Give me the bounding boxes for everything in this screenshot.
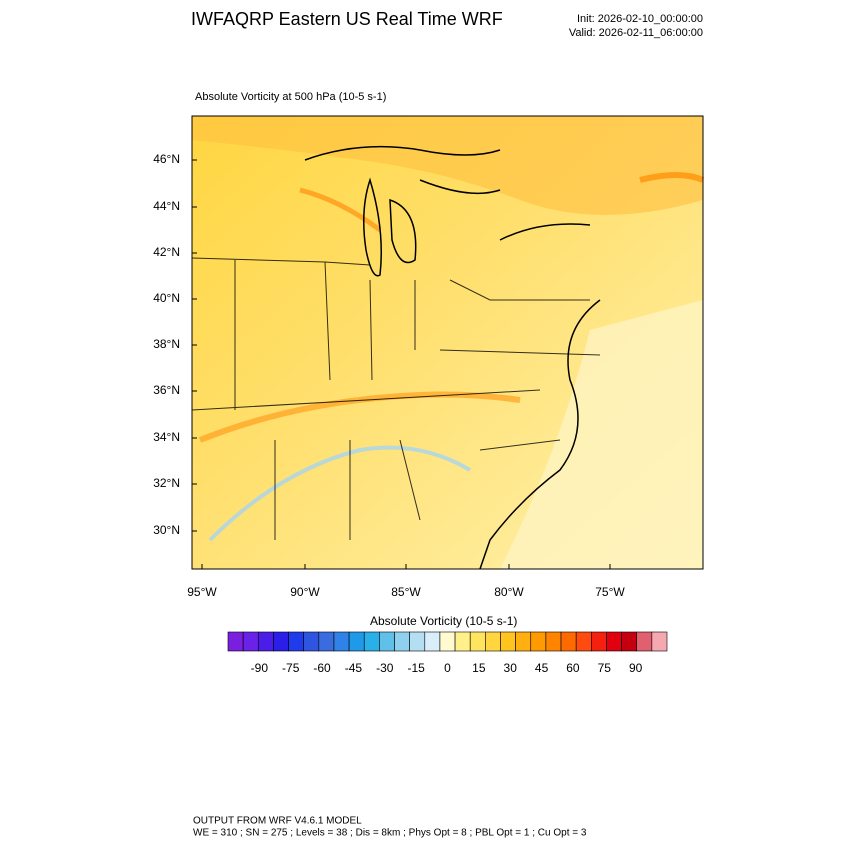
colorbar-box [560,631,577,652]
lon-label: 95°W [187,585,217,599]
colorbar-tick-label: 45 [535,661,549,675]
colorbar-box [242,631,259,652]
colorbar-box [651,631,668,652]
lon-label: 85°W [391,585,421,599]
colorbar-tick-label: 30 [504,661,518,675]
colorbar-box [333,631,350,652]
field-patch [500,300,703,569]
colorbar-tick-label: -30 [376,661,394,675]
field-patch [192,116,703,215]
colorbar-box [348,631,365,652]
field-band [639,172,705,183]
colorbar-tick-label: -15 [407,661,425,675]
field-band [299,187,382,233]
lat-label: 38°N [153,337,180,351]
colorbar-box [303,631,320,652]
lat-label: 42°N [153,245,180,259]
map-subtitle: Absolute Vorticity at 500 hPa (10-5 s-1) [195,91,386,103]
colorbar-tick-label: -90 [251,661,269,675]
colorbar-tick-label: 15 [472,661,486,675]
lon-label: 75°W [595,585,625,599]
lat-label: 32°N [153,476,180,490]
lat-label: 46°N [153,152,180,166]
colorbar-box [485,631,501,652]
colorbar-box [606,631,622,652]
lat-label: 34°N [153,430,180,444]
colorbar-tick-label: 0 [444,661,451,675]
colorbar-box [227,631,244,652]
colorbar-box [575,631,592,652]
lake-outline [304,145,591,277]
valid-time: Valid: 2026-02-11_06:00:00 [569,27,703,39]
colorbar-box [636,631,653,652]
state-borders [191,257,601,540]
colorbar-box [273,631,289,652]
colorbar-box [318,631,335,652]
colorbar-box [515,631,532,652]
colorbar-tick-label: 90 [629,661,643,675]
field-band [208,445,472,542]
lat-label: 44°N [153,199,180,213]
lon-label: 80°W [494,585,524,599]
lat-label: 40°N [153,291,180,305]
footer-line: OUTPUT FROM WRF V4.6.1 MODEL [193,816,362,827]
colorbar-box [257,631,274,652]
colorbar-box [500,631,516,652]
colorbar-tick-label: -75 [282,661,300,675]
map-frame [191,115,704,570]
colorbar-tick-label: -45 [345,661,363,675]
colorbar-box [363,631,380,652]
footer-line: WE = 310 ; SN = 275 ; Levels = 38 ; Dis … [193,828,587,839]
colorbar-box [439,631,456,652]
colorbar-title: Absolute Vorticity (10-5 s-1) [370,614,517,628]
lat-label: 36°N [153,383,180,397]
colorbar-box [394,631,410,652]
colorbar-box [591,631,607,652]
colorbar-tick-label: 60 [566,661,580,675]
init-time: Init: 2026-02-10_00:00:00 [577,13,703,25]
field-band [198,391,521,443]
lon-label: 90°W [290,585,320,599]
colorbar-box [424,631,441,652]
coastline [479,299,601,570]
colorbar-tick-label: 75 [598,661,612,675]
colorbar-box [545,631,562,652]
colorbar-box [409,631,426,652]
lat-label: 30°N [153,523,180,537]
colorbar-box [379,631,395,652]
colorbar-box [530,631,547,652]
colorbar-tick-label: -60 [313,661,331,675]
colorbar-box [454,631,471,652]
colorbar-box [469,631,486,652]
colorbar-box [621,631,638,652]
colorbar-box [288,631,304,652]
title: IWFAQRP Eastern US Real Time WRF [191,9,503,29]
map-field [191,115,705,570]
